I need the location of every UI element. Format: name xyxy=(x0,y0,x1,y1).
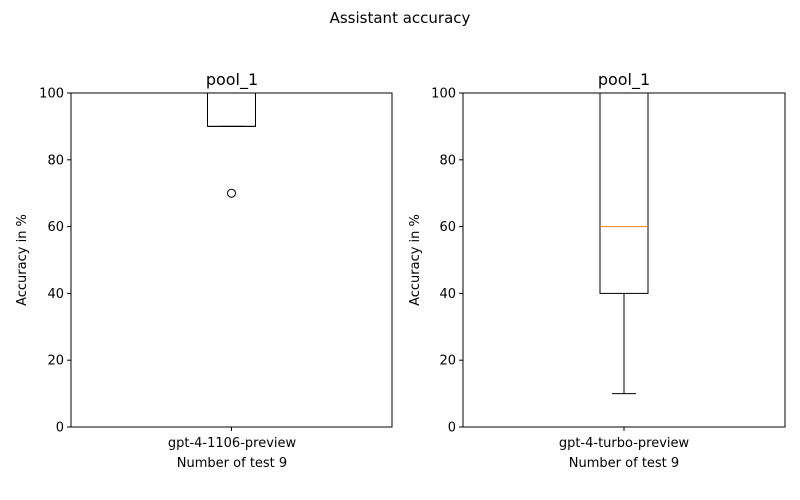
y-tick-label: 60 xyxy=(47,220,64,235)
y-tick-label: 40 xyxy=(47,287,64,302)
subplot-2-yticks: 0 20 40 60 80 100 xyxy=(431,87,625,436)
figure-suptitle: Assistant accuracy xyxy=(330,9,471,27)
subplot-2-xlabel: Number of test 9 xyxy=(569,456,679,471)
subplot-1-frame xyxy=(70,92,393,428)
y-tick-label: 20 xyxy=(439,354,456,369)
subplot-1: pool_1 Accuracy in % Number of test 9 gp… xyxy=(15,70,393,471)
y-tick-label: 0 xyxy=(56,421,64,436)
y-tick-label: 80 xyxy=(439,153,456,168)
subplot-2: pool_1 Accuracy in % Number of test 9 gp… xyxy=(408,70,786,471)
y-tick-label: 80 xyxy=(47,153,64,168)
y-tick-label: 60 xyxy=(439,220,456,235)
subplot-2-category-label: gpt-4-turbo-preview xyxy=(559,436,690,451)
subplot-2-title: pool_1 xyxy=(598,70,650,90)
y-tick-label: 100 xyxy=(39,87,64,102)
y-tick-label: 40 xyxy=(439,287,456,302)
subplot-1-marks xyxy=(207,92,256,198)
y-tick-label: 0 xyxy=(448,421,456,436)
subplot-1-xlabel: Number of test 9 xyxy=(177,456,287,471)
subplot-2-ylabel: Accuracy in % xyxy=(408,214,423,306)
y-tick-label: 100 xyxy=(431,87,456,102)
y-tick-label: 20 xyxy=(47,354,64,369)
subplot-1-ylabel: Accuracy in % xyxy=(15,214,30,306)
subplot-1-category-label: gpt-4-1106-preview xyxy=(168,436,297,451)
outlier-point xyxy=(227,188,236,198)
box xyxy=(207,92,256,127)
subplot-1-yticks: 0 20 40 60 80 100 xyxy=(39,87,232,436)
subplot-2-frame xyxy=(462,92,786,428)
subplot-1-title: pool_1 xyxy=(206,70,258,90)
box xyxy=(599,92,649,294)
subplot-2-marks xyxy=(599,92,649,395)
